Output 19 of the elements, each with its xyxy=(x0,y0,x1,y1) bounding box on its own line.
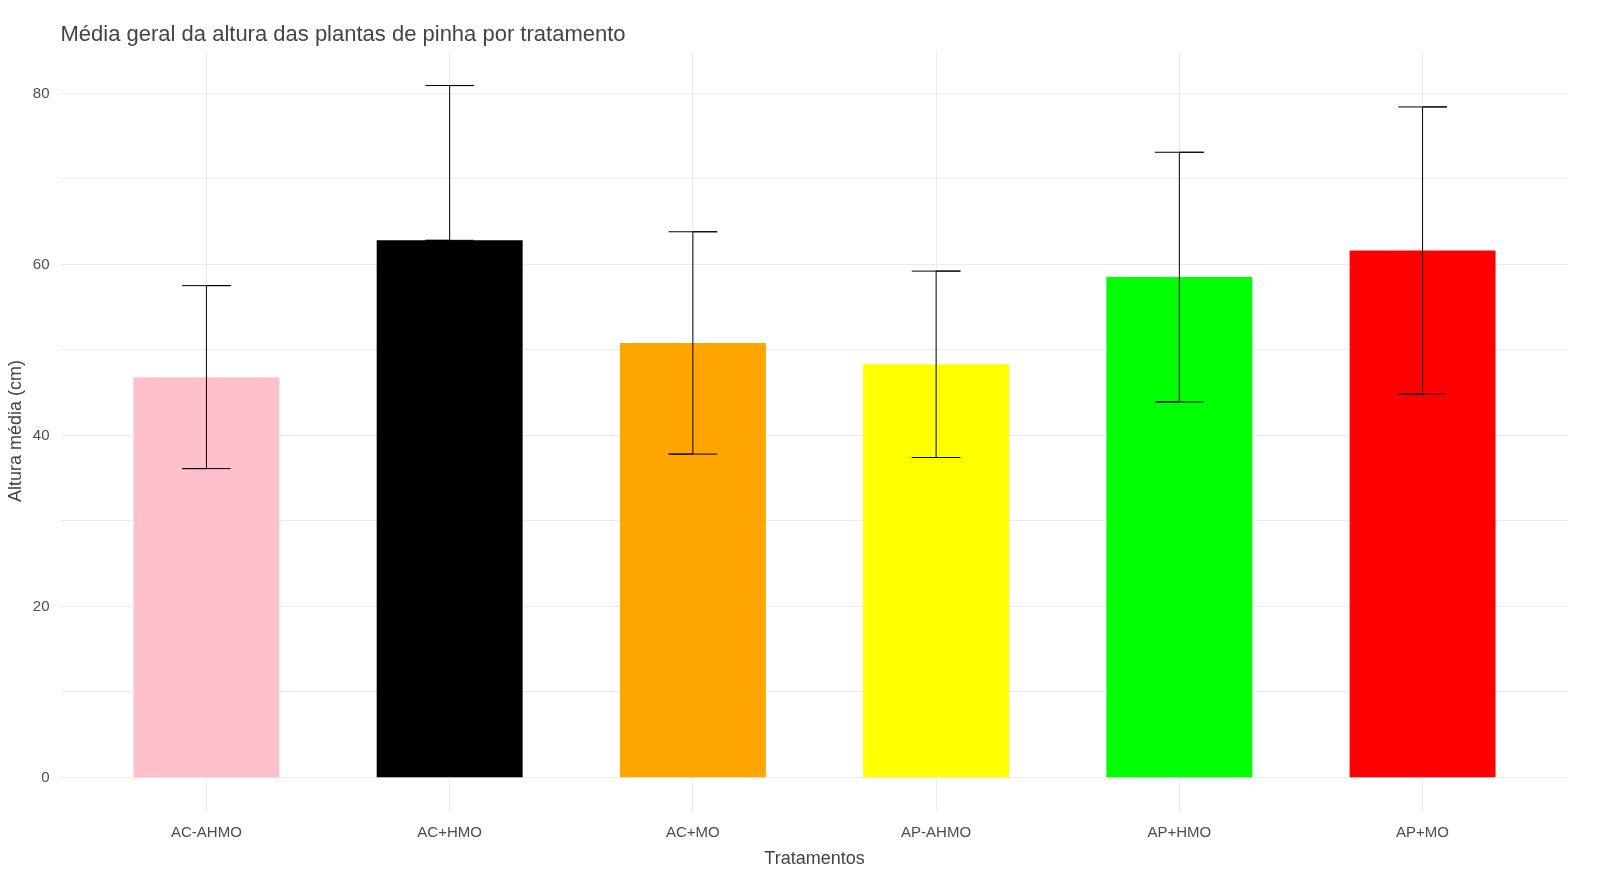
bar xyxy=(1349,250,1496,778)
bar xyxy=(863,364,1010,778)
bar xyxy=(1106,277,1253,778)
x-tick-label: AC+HMO xyxy=(417,822,482,840)
y-tick-label: 80 xyxy=(32,84,50,102)
y-axis-title: Altura média (cm) xyxy=(4,359,25,503)
x-tick-label: AP+HMO xyxy=(1147,822,1212,840)
y-tick-label: 20 xyxy=(32,597,50,615)
y-tick-label: 40 xyxy=(32,426,50,444)
bar xyxy=(619,342,766,778)
x-tick-label: AP-AHMO xyxy=(901,822,972,840)
x-tick-label: AP+MO xyxy=(1396,822,1450,840)
x-tick-label: AC-AHMO xyxy=(171,822,242,840)
x-axis-title: Tratamentos xyxy=(764,847,865,868)
bar xyxy=(133,377,280,778)
y-tick-label: 0 xyxy=(41,768,50,786)
chart-title: Média geral da altura das plantas de pinha por tratamento xyxy=(60,20,626,46)
y-tick-label: 60 xyxy=(32,255,50,273)
x-tick-label: AC+MO xyxy=(666,822,720,840)
